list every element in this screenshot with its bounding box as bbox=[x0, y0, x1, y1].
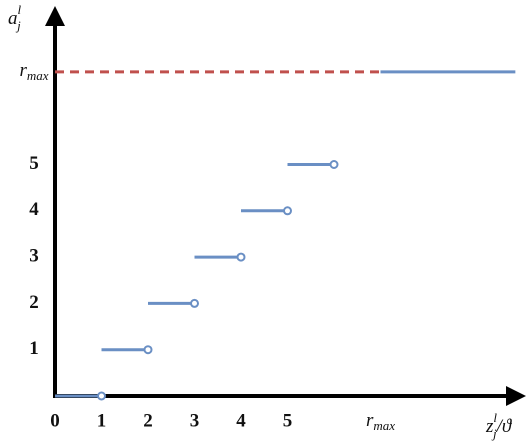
x-axis-label: zl j/ϑ bbox=[485, 410, 513, 441]
tick-label: rmax bbox=[19, 60, 48, 83]
tick-label: 1 bbox=[97, 410, 107, 431]
tick-label: 5 bbox=[29, 153, 39, 174]
tick-label: 4 bbox=[236, 410, 246, 431]
tick-label-base: r bbox=[19, 60, 27, 81]
y-axis-label: al j bbox=[8, 2, 22, 33]
tick-label: rmax bbox=[366, 410, 395, 433]
open-end bbox=[236, 252, 246, 262]
open-end bbox=[190, 298, 199, 308]
tick-label: 2 bbox=[143, 410, 153, 431]
tick-label-sub: max bbox=[373, 418, 395, 433]
tick-label: 0 bbox=[50, 410, 60, 431]
open-end bbox=[143, 345, 153, 355]
tick-label: 3 bbox=[29, 245, 39, 266]
open-end bbox=[283, 206, 292, 216]
tick-label-base: r bbox=[366, 410, 374, 431]
open-end bbox=[97, 391, 106, 401]
open-end bbox=[329, 160, 339, 169]
tick-label: 5 bbox=[283, 410, 293, 431]
tick-label: 1 bbox=[29, 338, 39, 359]
tick-label: 3 bbox=[190, 410, 200, 431]
tick-label-sub: max bbox=[27, 68, 49, 83]
tick-label: 4 bbox=[29, 199, 39, 220]
tick-label: 2 bbox=[29, 292, 39, 313]
